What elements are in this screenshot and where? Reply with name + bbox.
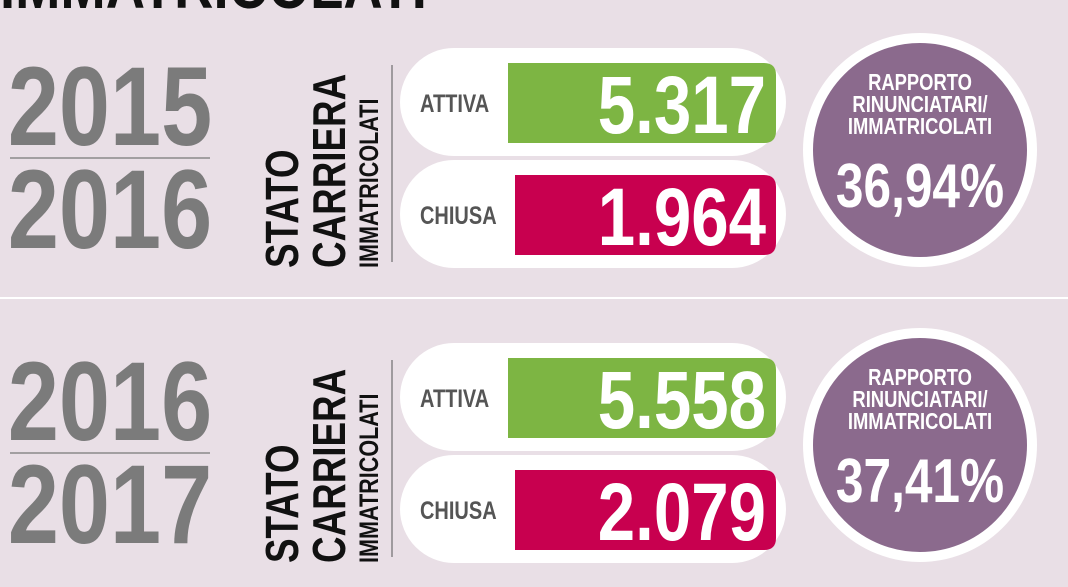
ratio-label: RINUNCIATARI/ <box>852 387 987 412</box>
year-top: 2016 <box>8 338 212 464</box>
row-bar <box>515 470 776 550</box>
row-bar <box>508 63 776 143</box>
side-label: CARRIERA <box>303 369 355 563</box>
side-label: IMMATRICOLATI <box>355 99 385 268</box>
row-label: CHIUSA <box>420 497 497 525</box>
title: IMMATRICOLATI <box>0 0 427 22</box>
row-value: 5.317 <box>598 59 766 151</box>
ratio-label: IMMATRICOLATI <box>848 409 992 434</box>
row-value: 1.964 <box>598 171 767 263</box>
ratio-value: 37,41% <box>836 446 1004 516</box>
year-top: 2015 <box>8 43 212 169</box>
ratio-label: RINUNCIATARI/ <box>852 92 987 117</box>
ratio-value: 36,94% <box>836 151 1004 221</box>
side-label: CARRIERA <box>303 74 355 268</box>
row-bar <box>515 175 776 255</box>
side-label: STATO <box>256 444 308 563</box>
row-label: CHIUSA <box>420 202 497 230</box>
ratio-circle <box>803 33 1037 267</box>
ratio-label: IMMATRICOLATI <box>848 114 992 139</box>
row-label: ATTIVA <box>420 385 489 413</box>
ratio-label: RAPPORTO <box>868 365 972 390</box>
row-bar <box>508 358 776 438</box>
year-bottom: 2016 <box>8 146 212 272</box>
row-value: 2.079 <box>598 466 766 558</box>
row-label: ATTIVA <box>420 90 489 118</box>
side-label: IMMATRICOLATI <box>355 394 385 563</box>
ratio-circle <box>803 328 1037 562</box>
row-value: 5.558 <box>598 354 766 446</box>
ratio-label: RAPPORTO <box>868 70 972 95</box>
year-bottom: 2017 <box>8 441 212 567</box>
side-label: STATO <box>256 149 308 268</box>
